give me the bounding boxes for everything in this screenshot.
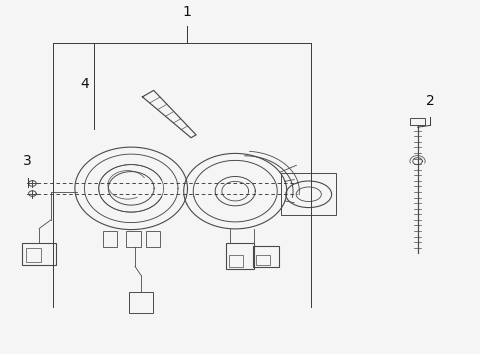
Bar (103, 231, 117, 247)
Bar (281, 173, 336, 215)
Text: 1: 1 (182, 5, 191, 19)
Bar (256, 256, 270, 265)
Bar (410, 118, 425, 125)
Bar (26, 248, 40, 262)
Bar (253, 246, 279, 267)
Text: 2: 2 (426, 94, 434, 108)
Bar (145, 231, 160, 247)
Bar (23, 242, 56, 265)
Text: 3: 3 (23, 154, 32, 168)
Bar (226, 243, 254, 269)
Bar (229, 255, 243, 267)
Text: 4: 4 (81, 77, 89, 91)
Bar (126, 231, 141, 247)
Bar (129, 292, 153, 314)
